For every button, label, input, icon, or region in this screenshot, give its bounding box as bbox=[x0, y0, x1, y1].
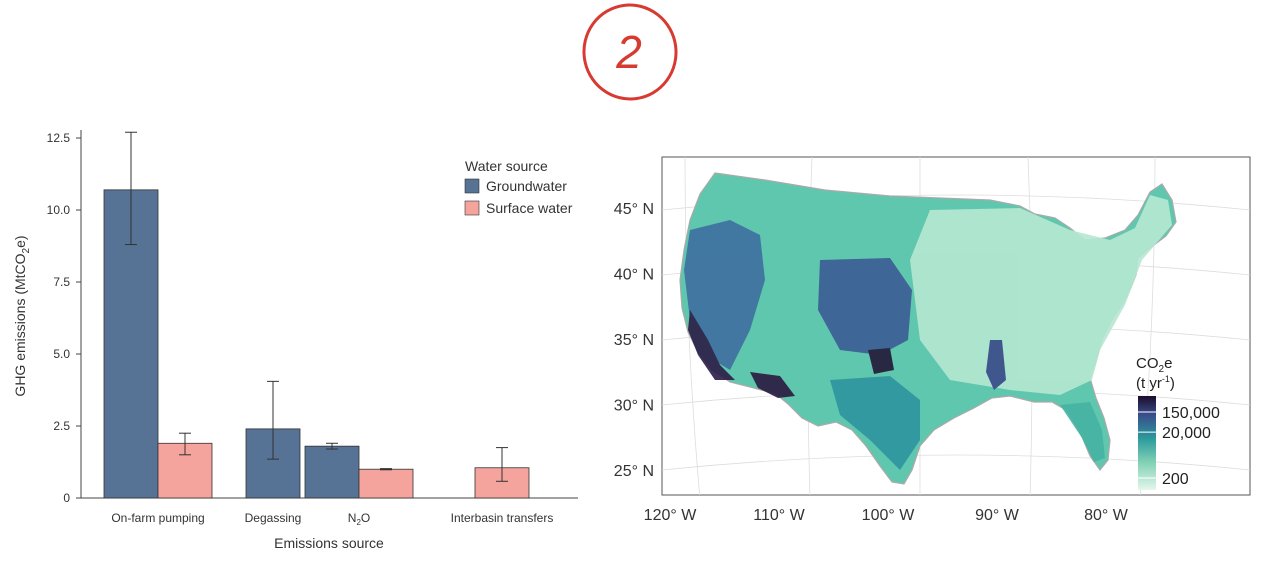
latitude-labels: 45° N 40° N 35° N 30° N 25° N bbox=[614, 201, 654, 480]
region-great-plains bbox=[818, 258, 912, 355]
y-tick-label: 12.5 bbox=[47, 131, 71, 145]
bar-surface-water bbox=[358, 468, 414, 499]
legend-title: Water source bbox=[465, 158, 548, 174]
x-tick-label-n2o: N2O bbox=[348, 511, 370, 527]
legend-swatch-surface-water bbox=[464, 200, 480, 216]
longitude-label: 80° W bbox=[1084, 507, 1129, 524]
y-tick-label: 0 bbox=[63, 491, 70, 505]
latitude-label: 35° N bbox=[614, 332, 654, 349]
latitude-label: 45° N bbox=[614, 201, 654, 218]
handwritten-number: 2 bbox=[615, 26, 642, 78]
emissions-map: 45° N 40° N 35° N 30° N 25° N 120° W 110° W 10… bbox=[614, 156, 1251, 524]
region-california-dark bbox=[688, 310, 735, 380]
map-regions bbox=[684, 195, 1172, 470]
y-axis-label: GHG emissions (MtCO2e) bbox=[12, 235, 32, 396]
bar-groundwater bbox=[103, 189, 159, 499]
region-arizona-dark bbox=[750, 372, 795, 398]
x-tick-label-interbasin: Interbasin transfers bbox=[451, 511, 554, 525]
y-tick-label: 2.5 bbox=[53, 419, 70, 433]
legend-label-groundwater: Groundwater bbox=[486, 178, 567, 194]
error-bars bbox=[125, 131, 508, 482]
colorbar-units: (t yr-1) bbox=[1136, 374, 1175, 392]
colorbar-ticks: 150,000 20,000 200 bbox=[1138, 405, 1220, 488]
x-axis-label: Emissions source bbox=[274, 535, 384, 551]
region-mississippi bbox=[986, 340, 1006, 390]
region-florida bbox=[1060, 402, 1105, 462]
bar-groundwater bbox=[304, 445, 360, 499]
x-tick-label-on-farm: On-farm pumping bbox=[111, 511, 204, 525]
x-tick-label-degassing: Degassing bbox=[245, 511, 302, 525]
latitude-label: 25° N bbox=[614, 463, 654, 480]
handwritten-annotation: 2 bbox=[582, 3, 678, 101]
legend-label-surface-water: Surface water bbox=[486, 200, 573, 216]
legend-swatch-groundwater bbox=[464, 178, 480, 194]
y-tick-label: 5.0 bbox=[53, 347, 70, 361]
legend: Water source Groundwater Surface water bbox=[464, 158, 573, 216]
y-ticks: 0 2.5 5.0 7.5 10.0 12.5 bbox=[47, 131, 81, 505]
colorbar-tick-label: 20,000 bbox=[1162, 425, 1211, 442]
latitude-label: 40° N bbox=[614, 267, 654, 284]
colorbar-gradient bbox=[1138, 396, 1156, 490]
colorbar-tick-label: 200 bbox=[1162, 471, 1189, 488]
longitude-label: 90° W bbox=[975, 507, 1020, 524]
bar-chart: 0 2.5 5.0 7.5 10.0 12.5 On-farm pumping Degas… bbox=[12, 130, 578, 551]
colorbar-tick-label: 150,000 bbox=[1162, 405, 1220, 422]
region-texas-panhandle bbox=[868, 348, 894, 374]
bars bbox=[103, 189, 530, 499]
colorbar: CO2e (t yr-1) 150,000 20,000 200 bbox=[1136, 355, 1220, 490]
longitude-label: 100° W bbox=[862, 507, 916, 524]
longitude-label: 110° W bbox=[753, 507, 805, 524]
longitude-label: 120° W bbox=[644, 507, 698, 524]
region-west-dark bbox=[684, 220, 765, 370]
latitude-label: 30° N bbox=[614, 398, 654, 415]
y-tick-label: 7.5 bbox=[53, 275, 70, 289]
region-east-light bbox=[910, 195, 1172, 395]
colorbar-title: CO2e bbox=[1136, 355, 1172, 375]
region-texas bbox=[830, 376, 920, 470]
longitude-labels: 120° W 110° W 100° W 90° W 80° W bbox=[644, 507, 1129, 524]
y-tick-label: 10.0 bbox=[47, 203, 71, 217]
